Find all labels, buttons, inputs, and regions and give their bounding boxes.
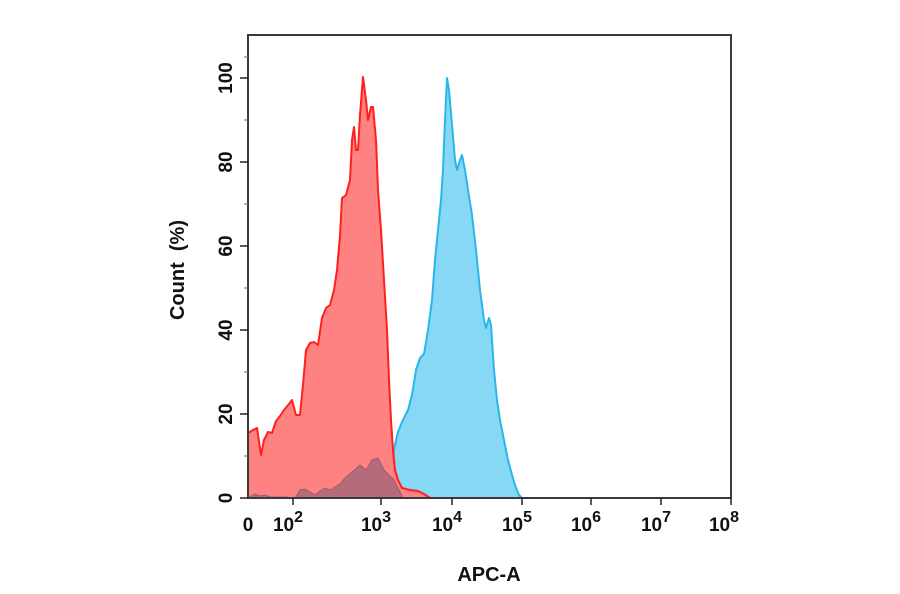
x-axis (292, 498, 732, 505)
y-tick-labels: 0 20 40 60 80 100 (216, 62, 237, 503)
x-tick-1e7: 107 (641, 509, 671, 536)
y-tick-100: 100 (216, 62, 237, 94)
plot-frame (247, 34, 732, 499)
x-tick-1e3: 103 (361, 509, 391, 536)
y-tick-0: 0 (216, 493, 237, 504)
x-tick-1e5: 105 (502, 509, 532, 536)
x-axis-title: APC-A (457, 564, 520, 586)
series-target-area (247, 77, 523, 499)
y-tick-60: 60 (216, 235, 237, 256)
x-tick-1e8: 108 (709, 509, 739, 536)
y-axis (240, 77, 248, 499)
y-axis-minor-ticks (244, 56, 248, 457)
x-tick-0: 0 (243, 515, 254, 536)
series-control-area (247, 76, 431, 499)
y-tick-20: 20 (216, 403, 237, 424)
y-tick-40: 40 (216, 319, 237, 340)
x-tick-1e2: 102 (273, 509, 303, 536)
x-tick-1e6: 106 (571, 509, 601, 536)
y-tick-80: 80 (216, 151, 237, 172)
y-axis-title: Count (%) (167, 220, 189, 320)
x-tick-1e4: 104 (432, 509, 462, 536)
x-tick-labels: 0 102 103 104 105 106 107 108 (243, 509, 739, 536)
